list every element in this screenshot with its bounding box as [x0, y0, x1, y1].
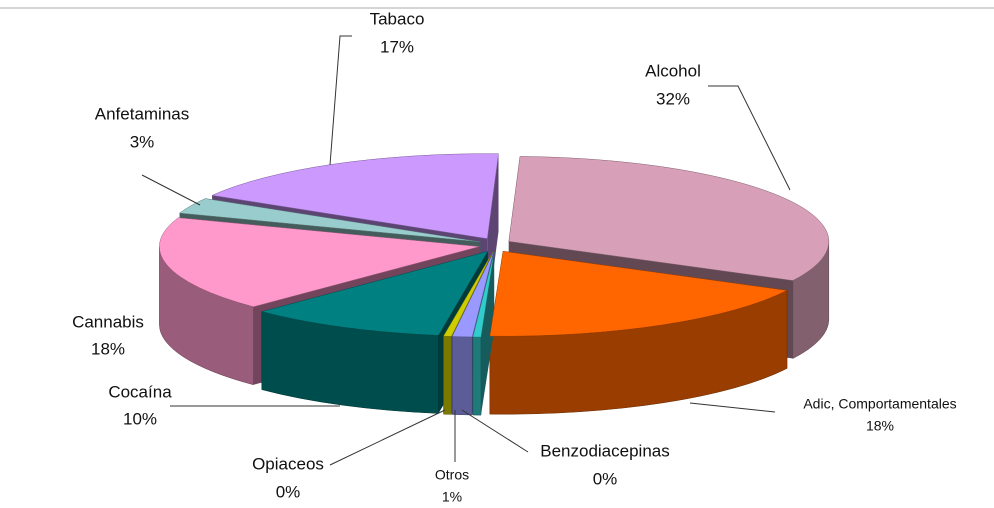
labels: Alcohol 32% Adic, Comportamentales 18% Benzo…	[72, 9, 957, 504]
value-label: 17%	[380, 37, 414, 56]
category-label: Opiaceos	[252, 454, 324, 473]
leader-line	[329, 35, 352, 166]
leader-line	[141, 174, 201, 206]
slice	[443, 252, 493, 337]
slice	[159, 217, 480, 308]
value-label: 0%	[276, 482, 301, 501]
value-label: 10%	[123, 409, 157, 428]
category-label: Adic, Comportamentales	[803, 396, 956, 412]
category-label: Cannabis	[72, 312, 144, 331]
category-label: Cocaína	[108, 382, 172, 401]
value-label: 18%	[91, 339, 125, 358]
category-label: Alcohol	[645, 61, 701, 80]
category-label: Anfetaminas	[95, 104, 190, 123]
slice	[508, 156, 829, 281]
pie-tops	[159, 153, 829, 338]
slice	[451, 252, 494, 338]
leader-line	[329, 409, 446, 466]
value-label: 32%	[656, 89, 690, 108]
leader-line	[708, 85, 791, 191]
slice-side	[451, 336, 473, 416]
slice	[472, 252, 495, 338]
category-label: Benzodiacepinas	[540, 441, 669, 460]
category-label: Tabaco	[370, 9, 425, 28]
value-label: 18%	[866, 418, 894, 434]
slice	[260, 251, 489, 336]
slice	[178, 198, 481, 243]
leader-line	[689, 402, 776, 413]
value-label: 1%	[442, 489, 462, 505]
slice-side	[472, 336, 482, 416]
slice	[211, 153, 499, 239]
leader-line	[461, 409, 529, 453]
value-label: 0%	[593, 469, 618, 488]
slice-side	[443, 335, 452, 415]
category-label: Otros	[435, 467, 469, 483]
slice	[489, 250, 788, 337]
value-label: 3%	[130, 132, 155, 151]
